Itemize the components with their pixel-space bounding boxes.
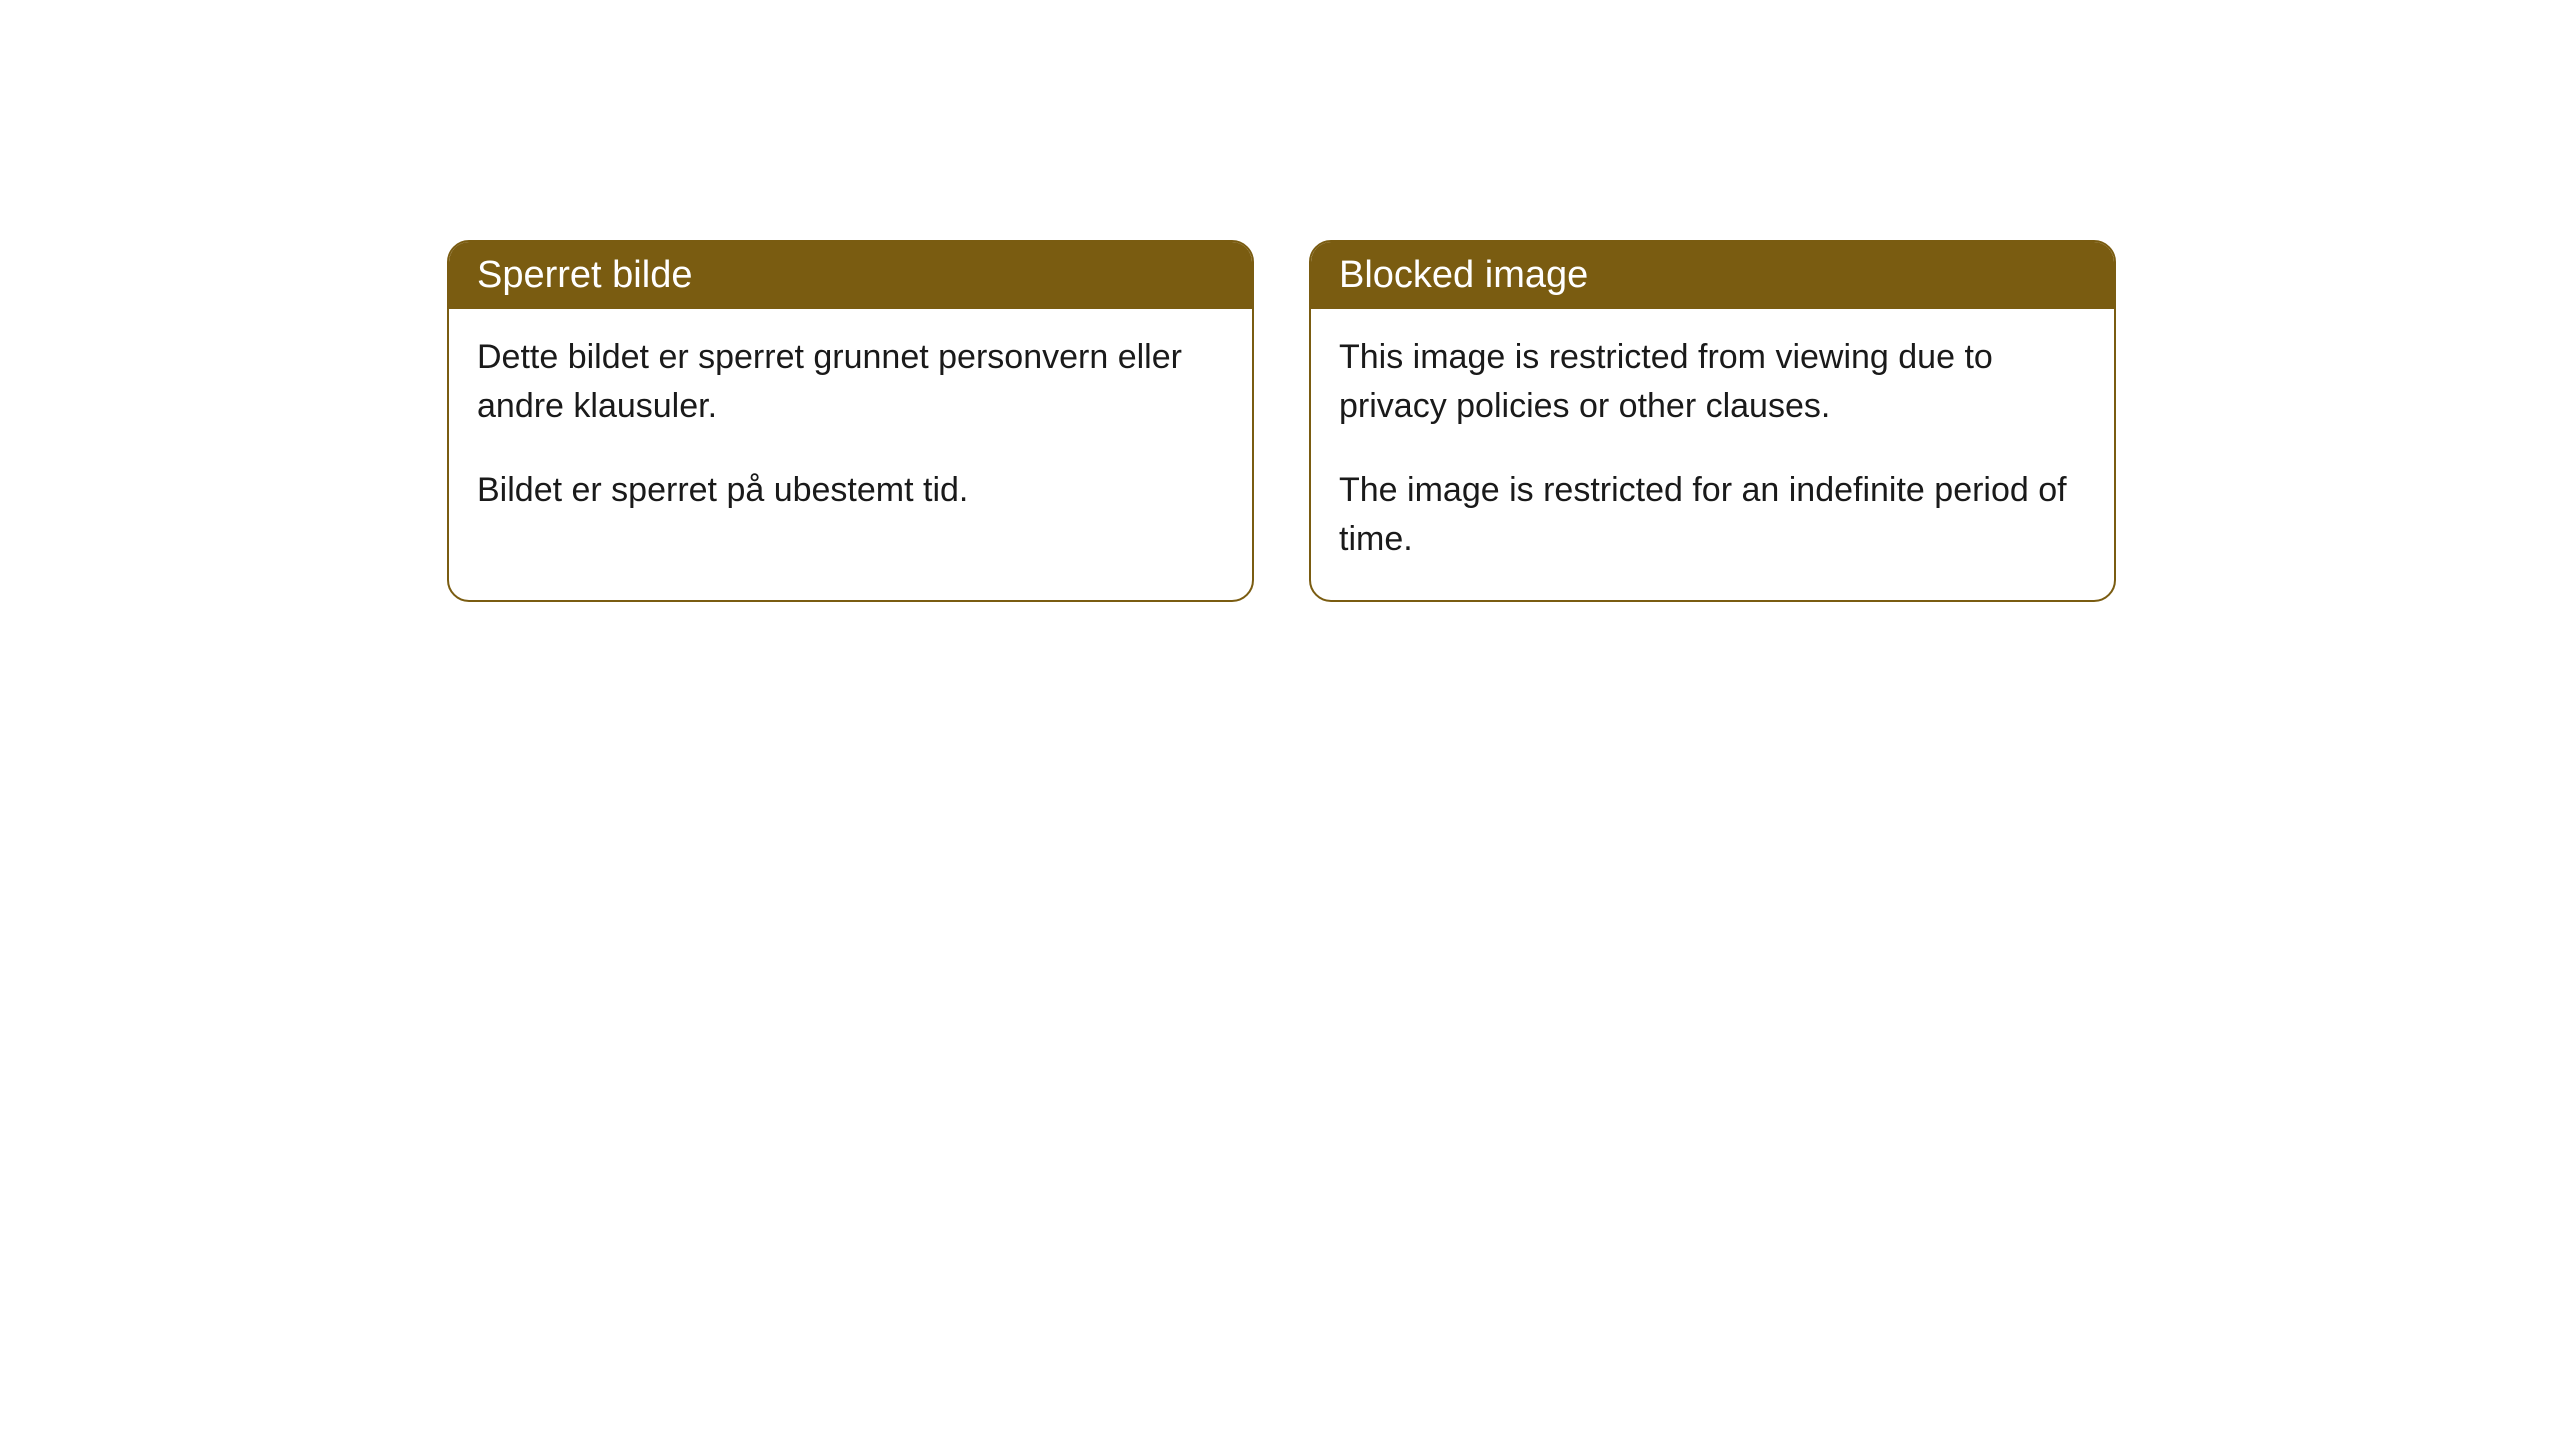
- notice-paragraph: Bildet er sperret på ubestemt tid.: [477, 466, 1224, 515]
- notice-paragraph: The image is restricted for an indefinit…: [1339, 466, 2086, 565]
- notice-body: This image is restricted from viewing du…: [1311, 309, 2114, 600]
- notice-card-norwegian: Sperret bilde Dette bildet er sperret gr…: [447, 240, 1254, 602]
- notice-card-english: Blocked image This image is restricted f…: [1309, 240, 2116, 602]
- notice-cards-container: Sperret bilde Dette bildet er sperret gr…: [447, 240, 2116, 602]
- notice-header: Blocked image: [1311, 242, 2114, 309]
- notice-body: Dette bildet er sperret grunnet personve…: [449, 309, 1252, 551]
- notice-header: Sperret bilde: [449, 242, 1252, 309]
- notice-title: Blocked image: [1339, 254, 1588, 296]
- notice-paragraph: Dette bildet er sperret grunnet personve…: [477, 333, 1224, 432]
- notice-paragraph: This image is restricted from viewing du…: [1339, 333, 2086, 432]
- notice-title: Sperret bilde: [477, 254, 692, 296]
